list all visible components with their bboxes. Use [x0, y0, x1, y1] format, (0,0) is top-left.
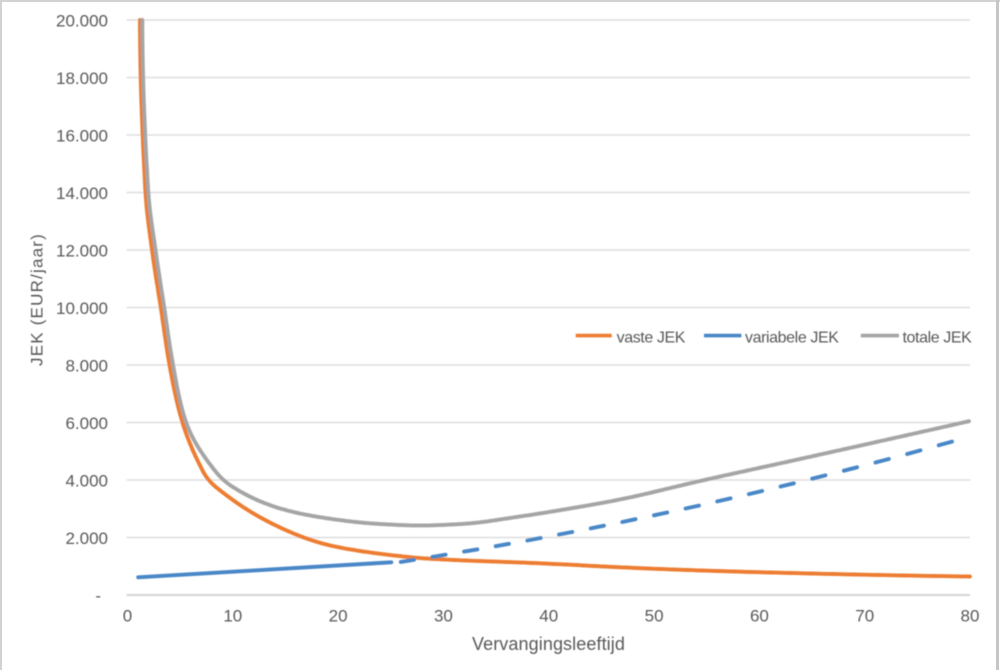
svg-text:vaste JEK: vaste JEK: [617, 330, 686, 347]
svg-text:20.000: 20.000: [56, 11, 108, 30]
svg-text:10.000: 10.000: [56, 299, 108, 318]
svg-text:30: 30: [434, 607, 453, 626]
svg-text:16.000: 16.000: [56, 126, 108, 145]
svg-text:10: 10: [223, 607, 242, 626]
svg-text:20: 20: [329, 607, 348, 626]
svg-text:2.000: 2.000: [65, 529, 108, 548]
svg-text:4.000: 4.000: [65, 471, 108, 490]
svg-text:0: 0: [123, 607, 132, 626]
svg-text:variabele JEK: variabele JEK: [745, 330, 839, 347]
svg-text:Vervangingsleeftijd: Vervangingsleeftijd: [472, 634, 625, 654]
svg-text:60: 60: [750, 607, 769, 626]
svg-text:JEK (EUR/jaar): JEK (EUR/jaar): [27, 233, 46, 366]
svg-text:14.000: 14.000: [56, 184, 108, 203]
svg-text:18.000: 18.000: [56, 69, 108, 88]
svg-text:6.000: 6.000: [65, 414, 108, 433]
svg-text:70: 70: [855, 607, 874, 626]
svg-text:-: -: [95, 586, 101, 605]
svg-text:12.000: 12.000: [56, 241, 108, 260]
svg-text:8.000: 8.000: [65, 356, 108, 375]
svg-text:40: 40: [539, 607, 558, 626]
svg-text:80: 80: [961, 607, 980, 626]
svg-text:totale JEK: totale JEK: [903, 330, 973, 347]
svg-text:50: 50: [645, 607, 664, 626]
